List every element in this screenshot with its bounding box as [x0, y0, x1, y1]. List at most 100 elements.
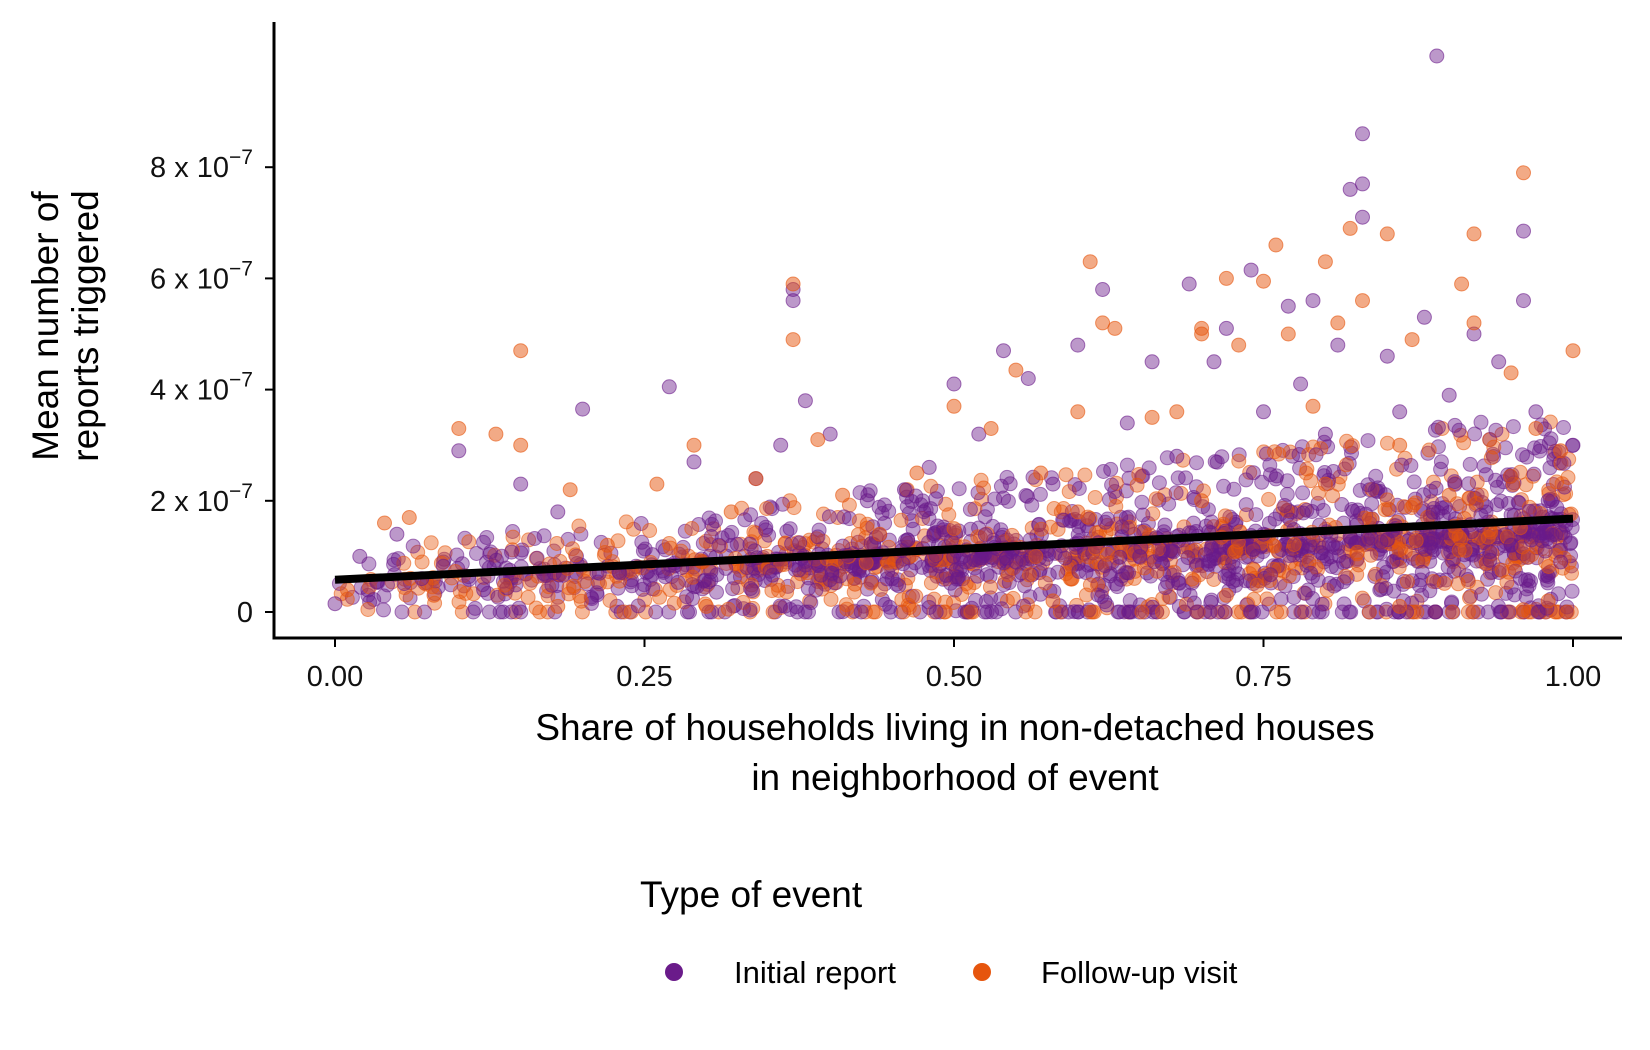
data-point	[1242, 464, 1258, 480]
data-point	[1087, 490, 1103, 505]
point-follow-up-visit	[426, 587, 442, 603]
data-point	[923, 575, 939, 591]
data-point	[616, 604, 632, 620]
data-point	[1113, 509, 1129, 525]
data-point	[1564, 565, 1579, 581]
point-follow-up-visit	[1256, 273, 1271, 289]
data-point	[1161, 589, 1177, 605]
data-point	[1204, 514, 1219, 530]
y-tick-label: 2 x 10−7	[150, 480, 253, 518]
point-follow-up-visit	[723, 504, 739, 520]
data-point	[1462, 456, 1478, 472]
data-point	[1362, 511, 1377, 527]
data-point	[362, 594, 378, 610]
point-follow-up-visit	[1218, 270, 1234, 286]
data-point	[963, 604, 979, 620]
point-initial-report	[1206, 354, 1222, 370]
point-initial-report	[1008, 554, 1024, 570]
data-point	[1505, 419, 1521, 435]
data-point	[376, 602, 391, 618]
point-initial-report	[513, 476, 529, 492]
data-point	[1286, 604, 1302, 620]
data-point	[1556, 487, 1571, 503]
data-point	[1482, 544, 1498, 560]
legend-title: Type of event	[640, 874, 863, 915]
data-point	[1559, 599, 1575, 615]
data-point	[673, 543, 689, 559]
data-point	[1334, 604, 1350, 620]
data-point	[1447, 417, 1463, 433]
data-point	[1041, 567, 1057, 583]
data-point	[1246, 591, 1262, 607]
data-point	[1336, 574, 1352, 590]
data-point	[1370, 604, 1386, 620]
data-point	[976, 480, 992, 496]
point-follow-up-visit	[1317, 476, 1333, 492]
data-point	[1191, 567, 1207, 583]
data-point	[689, 579, 705, 594]
data-point	[1526, 466, 1542, 482]
data-point	[1100, 511, 1116, 527]
data-point	[1227, 544, 1243, 560]
data-point	[666, 595, 682, 611]
point-initial-report	[1317, 426, 1333, 442]
data-point	[495, 604, 511, 620]
data-point	[1286, 537, 1302, 552]
axes	[272, 22, 1622, 640]
data-point	[410, 580, 426, 596]
data-point	[1462, 490, 1478, 506]
point-initial-report	[1293, 376, 1309, 392]
data-point	[1426, 574, 1441, 589]
point-initial-report	[1181, 276, 1197, 292]
point-initial-report	[1020, 371, 1036, 386]
data-point	[1414, 587, 1430, 603]
point-initial-report	[550, 504, 566, 520]
data-point	[803, 595, 819, 611]
data-point	[962, 554, 978, 570]
data-point	[507, 585, 523, 601]
data-point	[636, 577, 652, 593]
data-point	[775, 496, 791, 512]
data-point	[505, 529, 521, 545]
data-point	[680, 604, 695, 620]
data-point	[788, 599, 804, 615]
data-point	[1228, 577, 1244, 593]
data-point	[882, 599, 898, 615]
data-point	[1146, 554, 1162, 570]
data-point	[967, 501, 983, 517]
point-initial-report	[1243, 262, 1259, 278]
data-point	[1245, 465, 1261, 481]
data-point	[1206, 551, 1222, 567]
point-initial-report	[1256, 404, 1271, 420]
data-point	[1460, 604, 1476, 620]
data-point	[879, 571, 895, 587]
data-point	[1231, 453, 1247, 469]
point-follow-up-visit	[1392, 437, 1408, 453]
data-point	[1447, 474, 1463, 490]
data-point	[679, 589, 695, 605]
data-point	[1245, 541, 1261, 557]
data-point	[527, 531, 543, 546]
data-point	[936, 604, 952, 620]
point-initial-report	[1553, 554, 1569, 570]
data-point	[1104, 477, 1120, 493]
data-point	[893, 512, 909, 528]
data-point	[1363, 530, 1379, 546]
data-point	[1338, 553, 1354, 569]
point-follow-up-visit	[599, 537, 615, 553]
data-point	[1460, 574, 1476, 590]
data-point	[1407, 495, 1423, 511]
data-point	[497, 577, 513, 593]
point-follow-up-visit	[488, 426, 504, 442]
data-point	[928, 491, 944, 507]
data-point	[1274, 542, 1289, 558]
data-point	[394, 604, 410, 620]
point-follow-up-visit	[810, 432, 826, 448]
data-point	[574, 604, 590, 620]
point-initial-report	[1416, 309, 1432, 325]
data-point	[1254, 604, 1270, 620]
data-point	[1408, 533, 1424, 549]
data-point	[670, 574, 686, 590]
data-point	[1031, 517, 1047, 533]
point-follow-up-visit	[835, 487, 851, 503]
